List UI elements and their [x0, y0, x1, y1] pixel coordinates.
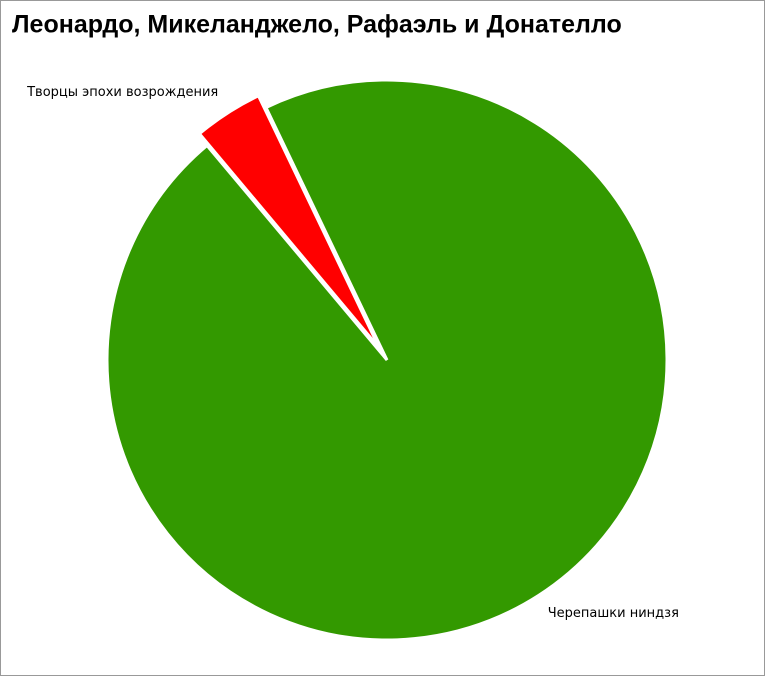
slice-label: Творцы эпохи возрождения: [26, 85, 218, 100]
pie-slice: [197, 93, 381, 350]
chart-title: Леонардо, Микеланджело, Рафаэль и Донате…: [12, 11, 622, 39]
pie-slice: [105, 78, 669, 642]
slice-label: Черепашки ниндзя: [548, 606, 679, 621]
